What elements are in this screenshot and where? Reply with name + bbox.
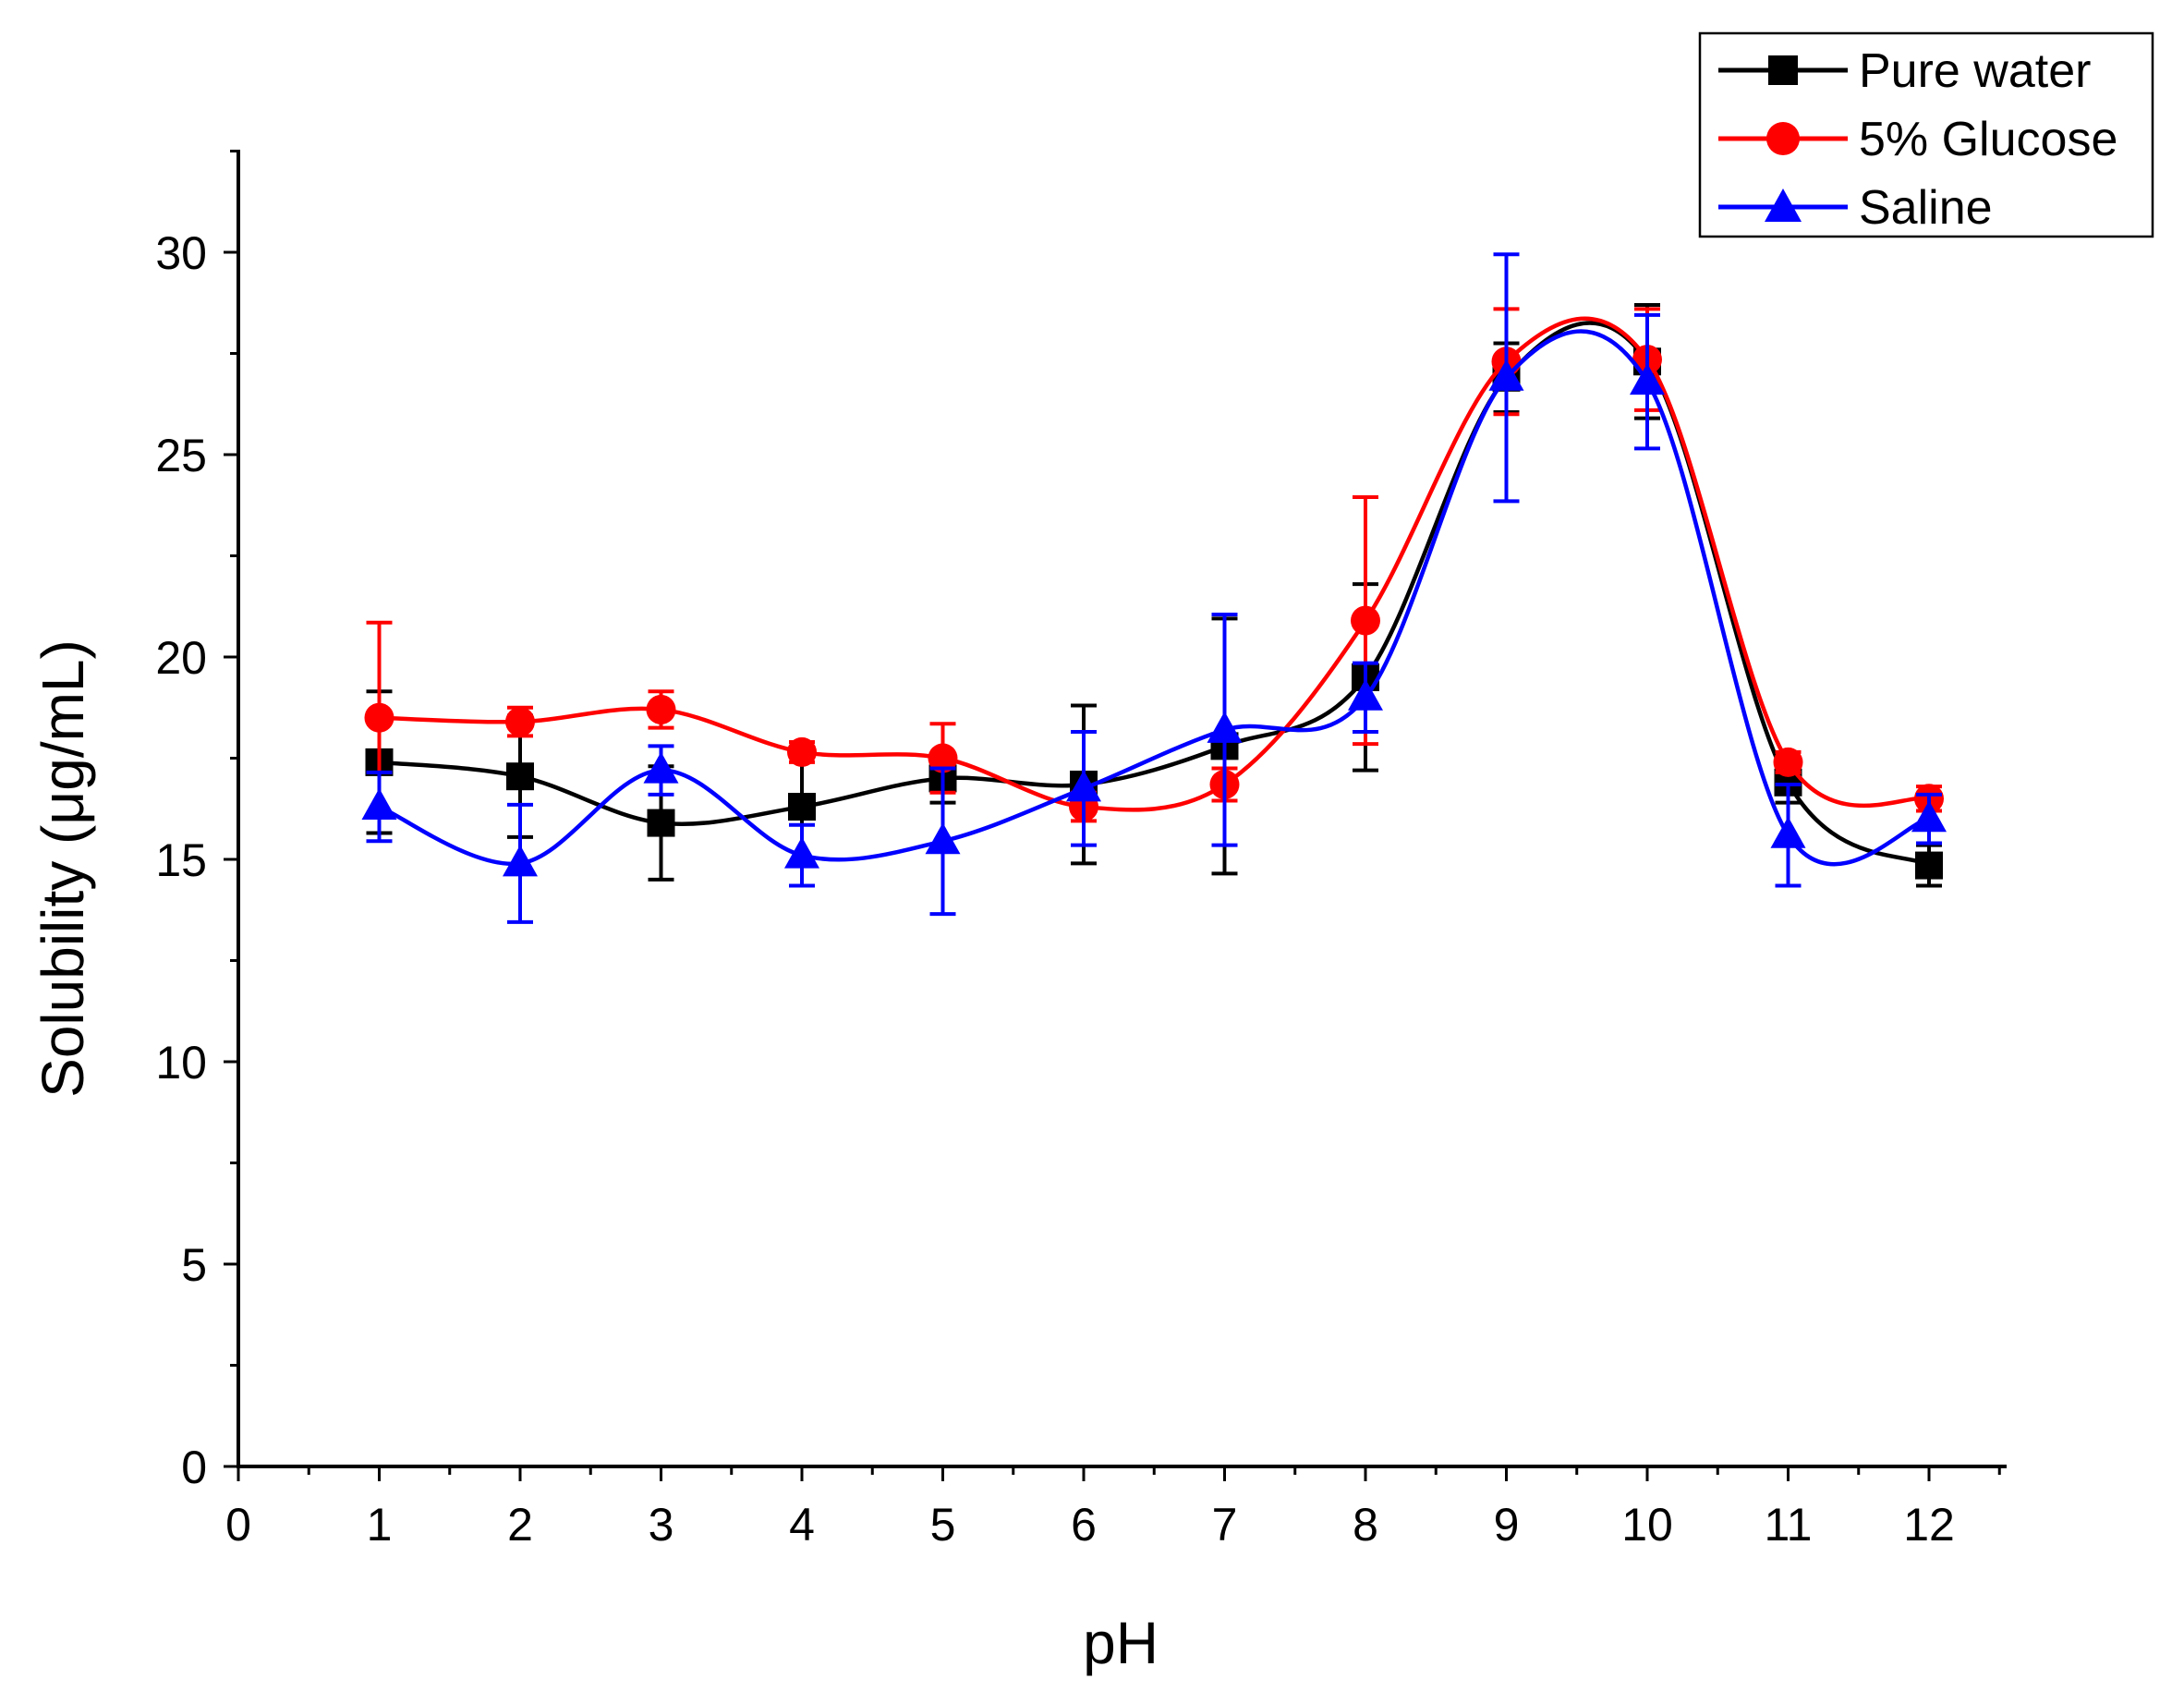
y-tick-label: 25 xyxy=(155,430,207,481)
data-point-triangle xyxy=(784,836,819,869)
data-point-triangle xyxy=(1770,816,1806,848)
y-ticks: 0 5 10 15 20 25 30 xyxy=(155,150,238,1493)
series-pure-water xyxy=(365,302,1943,888)
data-point-triangle xyxy=(361,788,397,821)
data-point-triangle xyxy=(1207,711,1243,743)
data-point-circle xyxy=(787,736,817,767)
data-point-square xyxy=(788,793,816,821)
data-point-triangle xyxy=(1066,770,1101,802)
x-tick-label: 4 xyxy=(789,1499,815,1551)
data-point-circle xyxy=(505,707,535,737)
data-point-circle xyxy=(1351,605,1380,636)
data-point-triangle xyxy=(1630,363,1665,395)
legend: Pure water 5% Glucose Saline xyxy=(1698,31,2154,238)
data-point-circle xyxy=(1773,747,1803,777)
x-tick-label: 0 xyxy=(225,1499,251,1551)
x-tick-label: 10 xyxy=(1621,1499,1673,1551)
x-tick-label: 3 xyxy=(649,1499,674,1551)
y-tick-label: 5 xyxy=(181,1239,207,1291)
y-tick-label: 10 xyxy=(155,1037,207,1089)
data-point-triangle xyxy=(643,751,679,784)
data-point-circle xyxy=(364,702,394,733)
data-point-triangle xyxy=(1911,800,1947,833)
series-saline xyxy=(361,252,1947,924)
x-tick-label: 5 xyxy=(930,1499,956,1551)
legend-square-marker xyxy=(1768,55,1798,85)
legend-item-saline: Saline xyxy=(1718,181,1993,235)
legend-label-pure-water: Pure water xyxy=(1859,44,2091,98)
y-axis-title: Solubility (μg/mL) xyxy=(30,639,96,1098)
series-line xyxy=(379,316,1930,812)
legend-triangle-marker xyxy=(1765,189,1802,222)
data-point-triangle xyxy=(1348,678,1383,711)
legend-item-glucose: 5% Glucose xyxy=(1718,113,2117,166)
x-axis-title: pH xyxy=(1083,1610,1159,1676)
plot-layer xyxy=(361,252,1947,924)
x-tick-label: 2 xyxy=(507,1499,533,1551)
data-point-square xyxy=(647,809,675,837)
x-tick-label: 12 xyxy=(1903,1499,1955,1551)
x-tick-label: 11 xyxy=(1765,1499,1813,1551)
y-tick-label: 0 xyxy=(181,1442,207,1493)
data-point-triangle xyxy=(1488,359,1524,391)
legend-label-glucose: 5% Glucose xyxy=(1859,113,2117,166)
legend-item-pure-water: Pure water xyxy=(1718,44,2091,98)
x-tick-label: 6 xyxy=(1071,1499,1097,1551)
y-tick-label: 15 xyxy=(155,834,207,886)
data-point-square xyxy=(506,762,534,791)
series-line xyxy=(379,321,1931,868)
data-point-square xyxy=(1915,851,1943,880)
data-point-triangle xyxy=(925,822,961,855)
data-point-circle xyxy=(646,694,676,724)
legend-circle-marker xyxy=(1766,122,1800,155)
series-line xyxy=(378,329,1930,867)
x-ticks: 0 1 2 3 4 5 6 7 8 9 10 11 12 xyxy=(225,1466,2001,1551)
data-point-circle xyxy=(928,743,958,773)
x-tick-label: 1 xyxy=(367,1499,393,1551)
legend-label-saline: Saline xyxy=(1859,181,1993,235)
data-point-triangle xyxy=(503,845,538,877)
x-tick-label: 8 xyxy=(1353,1499,1378,1551)
x-tick-label: 7 xyxy=(1212,1499,1238,1551)
x-tick-label: 9 xyxy=(1494,1499,1520,1551)
y-tick-label: 30 xyxy=(155,227,207,279)
y-tick-label: 20 xyxy=(155,632,207,684)
